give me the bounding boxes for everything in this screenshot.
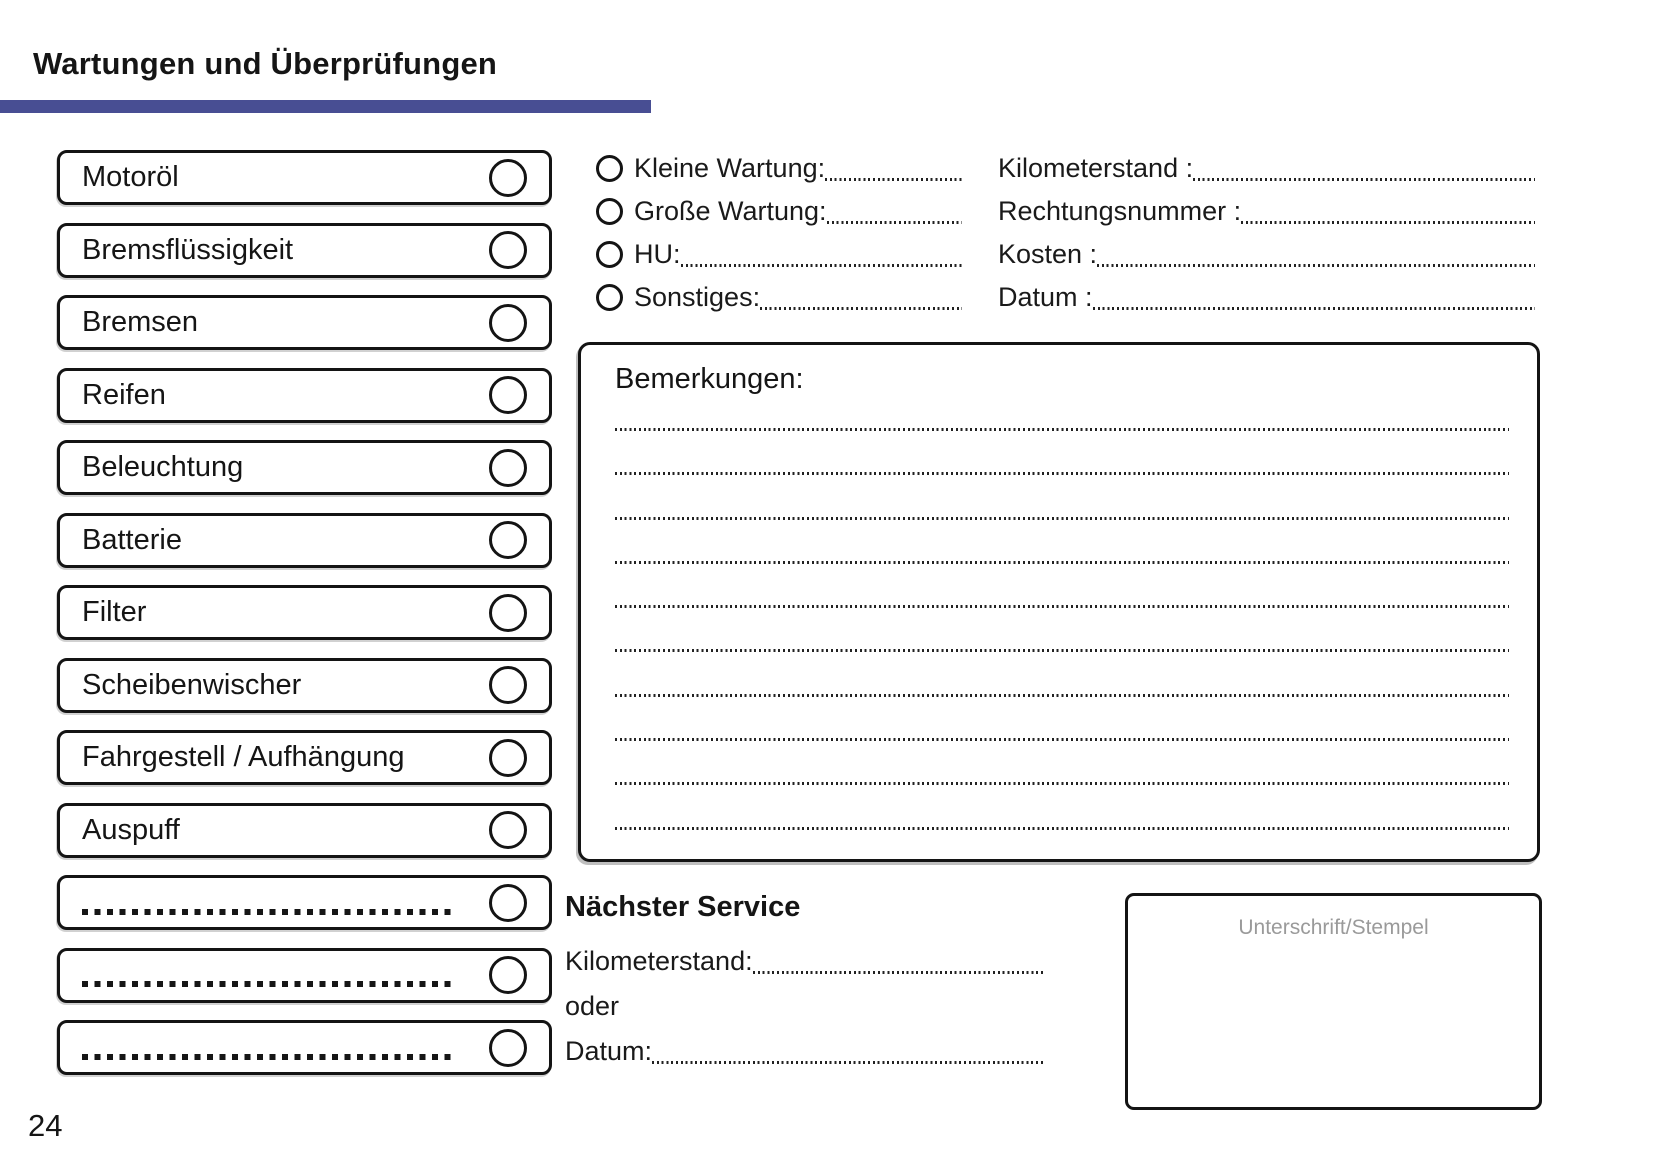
remarks-write-line[interactable] (615, 693, 1509, 697)
remarks-box: Bemerkungen: (578, 342, 1540, 862)
remarks-write-line[interactable] (615, 560, 1509, 564)
page-title: Wartungen und Überprüfungen (33, 46, 498, 81)
fill-in-line[interactable] (825, 178, 962, 181)
service-type-row-sonstiges: Sonstiges: (596, 276, 962, 319)
checklist-item-blank (57, 947, 552, 1003)
field-label: Kosten : (998, 239, 1098, 269)
remarks-write-line[interactable] (615, 516, 1509, 520)
remarks-write-line[interactable] (615, 428, 1509, 431)
next-service-section: Nächster Service Kilometerstand: oder Da… (565, 891, 1043, 1074)
signature-stamp-box[interactable]: Unterschrift/Stempel (1125, 893, 1542, 1110)
check-circle[interactable] (489, 883, 527, 922)
checklist-item-filter: Filter (57, 585, 552, 640)
field-row-rechtungsnummer: Rechtungsnummer : (998, 190, 1535, 233)
service-type-options: Kleine Wartung: Große Wartung: HU: Sonst… (596, 147, 962, 319)
checklist-item-auspuff: Auspuff (57, 802, 552, 858)
radio-circle[interactable] (596, 198, 623, 225)
check-circle[interactable] (489, 593, 527, 632)
remarks-write-line[interactable] (615, 782, 1509, 786)
remarks-lines (615, 428, 1509, 859)
next-service-row-oder: oder (565, 984, 1043, 1029)
checklist-item-label: Motoröl (82, 161, 179, 193)
check-circle[interactable] (489, 521, 527, 559)
service-type-row-grosse-wartung: Große Wartung: (596, 190, 962, 233)
check-circle[interactable] (489, 738, 527, 777)
checklist-item-scheibenwischer: Scheibenwischer (57, 657, 552, 713)
radio-circle[interactable] (596, 241, 623, 268)
page-number: 24 (28, 1108, 63, 1143)
checklist-item-fahrgestell-aufhaengung: Fahrgestell / Aufhängung (57, 730, 552, 785)
fill-in-line[interactable] (1092, 307, 1535, 310)
service-type-label: Kleine Wartung: (634, 153, 826, 183)
remarks-write-line[interactable] (615, 605, 1509, 609)
fill-in-line[interactable] (752, 971, 1043, 974)
check-circle[interactable] (489, 448, 527, 487)
next-service-row-kilometerstand: Kilometerstand: (565, 939, 1043, 984)
check-circle[interactable] (489, 376, 527, 414)
remarks-write-line[interactable] (615, 649, 1509, 653)
check-circle[interactable] (489, 158, 527, 197)
radio-circle[interactable] (596, 284, 623, 311)
remarks-write-line[interactable] (615, 738, 1509, 742)
fill-in-line[interactable] (680, 264, 962, 267)
fill-in-line[interactable] (652, 1061, 1043, 1064)
check-circle[interactable] (489, 666, 527, 704)
service-type-label: HU: (634, 239, 681, 269)
checklist-item-label: Batterie (82, 523, 182, 556)
field-label: Kilometerstand : (998, 153, 1194, 183)
checklist-item-motoroel: Motoröl (57, 150, 552, 205)
field-row-datum: Datum : (998, 276, 1535, 319)
field-label: Datum: (565, 1036, 653, 1066)
check-circle[interactable] (489, 1028, 527, 1067)
check-circle[interactable] (489, 231, 527, 269)
next-service-title: Nächster Service (565, 891, 801, 923)
checklist-item-label: Filter (82, 596, 147, 628)
write-in-line[interactable] (82, 1053, 454, 1060)
remarks-write-line[interactable] (615, 826, 1509, 830)
checklist-item-label: Auspuff (82, 813, 180, 846)
fill-in-line[interactable] (1097, 264, 1535, 267)
check-circle[interactable] (489, 303, 527, 342)
checklist-item-blank (57, 875, 552, 930)
fill-in-line[interactable] (826, 221, 962, 224)
service-type-label: Große Wartung: (634, 196, 827, 226)
field-row-kosten: Kosten : (998, 233, 1535, 276)
title-underline-bar (0, 100, 651, 113)
checklist-item-label: Bremsflüssigkeit (82, 233, 294, 266)
check-circle[interactable] (489, 956, 527, 994)
field-label: Rechtungsnummer : (998, 196, 1242, 226)
checklist-item-label: Fahrgestell / Aufhängung (82, 741, 405, 773)
service-type-row-kleine-wartung: Kleine Wartung: (596, 147, 962, 190)
checklist-item-label: Beleuchtung (82, 451, 244, 483)
maintenance-checklist: Motoröl Bremsflüssigkeit Bremsen Reifen … (57, 150, 552, 1075)
fill-in-line[interactable] (1241, 221, 1535, 224)
checklist-item-bremsfluessigkeit: Bremsflüssigkeit (57, 222, 552, 278)
fill-in-line[interactable] (1193, 178, 1535, 181)
field-row-kilometerstand: Kilometerstand : (998, 147, 1535, 190)
remarks-write-line[interactable] (615, 472, 1509, 476)
write-in-line[interactable] (82, 908, 454, 915)
fill-in-line[interactable] (760, 307, 962, 310)
checklist-item-reifen: Reifen (57, 367, 552, 423)
service-type-row-hu: HU: (596, 233, 962, 276)
checklist-item-batterie: Batterie (57, 512, 552, 568)
check-circle[interactable] (489, 811, 527, 849)
signature-stamp-label: Unterschrift/Stempel (1238, 916, 1429, 939)
field-label: Datum : (998, 282, 1093, 312)
service-type-label: Sonstiges: (634, 282, 761, 312)
checklist-item-label: Bremsen (82, 306, 199, 338)
checklist-item-bremsen: Bremsen (57, 295, 552, 350)
checklist-item-label: Scheibenwischer (82, 668, 302, 701)
remarks-title: Bemerkungen: (615, 363, 804, 395)
radio-circle[interactable] (596, 155, 623, 182)
invoice-fields: Kilometerstand : Rechtungsnummer : Koste… (998, 147, 1535, 319)
write-in-line[interactable] (82, 981, 454, 987)
checklist-item-beleuchtung: Beleuchtung (57, 440, 552, 495)
field-label: oder (565, 991, 620, 1021)
field-label: Kilometerstand: (565, 946, 753, 976)
checklist-item-label: Reifen (82, 378, 166, 411)
next-service-row-datum: Datum: (565, 1029, 1043, 1074)
checklist-item-blank (57, 1020, 552, 1075)
